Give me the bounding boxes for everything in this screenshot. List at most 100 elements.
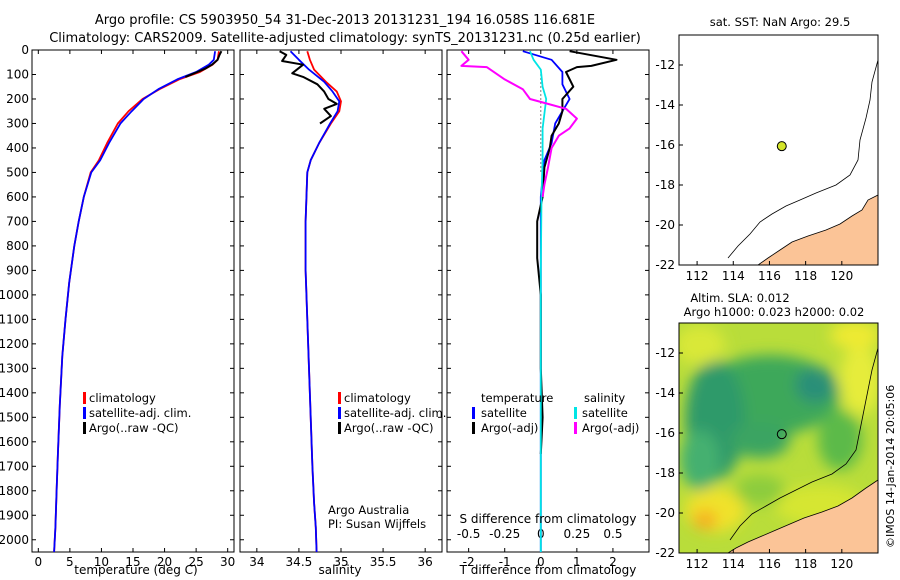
x-tick-label: 36 [418,555,433,569]
sla-map-points [776,429,787,440]
sst-map-land [757,194,878,265]
x-tick-label: 30 [220,555,235,569]
legend-swatch-satellite [83,407,86,419]
y-tick-label: 2000 [0,533,29,547]
y-tick-label: 300 [6,116,29,130]
temperature-xlabel: temperature (deg C) [74,563,197,577]
y-tick-label: 100 [6,67,29,81]
sst-map-ticks: 112 114 116 118 120 -12 -14 -16 -18 -20 -22 [655,58,853,283]
annotation-argo-australia: Argo Australia [328,503,409,517]
x-tick-label: 34.5 [286,555,313,569]
difference-axes-frame [446,49,650,553]
salinity-axes-frame [239,49,443,553]
map-y-tick-label: -14 [655,98,675,112]
legend-title-salinity: salinity [584,391,625,405]
temperature-lines [53,50,223,552]
sla-map-title1: Altim. SLA: 0.012 [690,291,789,305]
map-y-tick-label: -22 [655,546,675,560]
x-tick-label: 25 [188,555,203,569]
y-tick-label: 1200 [0,337,29,351]
legend-swatch-t-argo [472,422,475,434]
map-x-tick-label: 118 [794,557,817,571]
legend-swatch-satellite [338,407,341,419]
map-x-tick-label: 116 [758,557,781,571]
sla-map-frame [678,322,879,554]
y-tick-label: 1100 [0,312,29,326]
legend-swatch-argo [338,422,341,434]
legend-label-s-satellite: satellite [582,406,628,420]
legend-label-argo: Argo(..raw -QC) [89,421,179,435]
map-y-tick-label: -16 [655,426,675,440]
y-tick-label: 1500 [0,410,29,424]
legend-label-t-argo: Argo(-adj) [481,421,538,435]
top-x-tick-label: -0.25 [489,527,520,541]
map-x-tick-label: 112 [686,269,709,283]
y-tick-label: 800 [6,239,29,253]
legend-label-t-satellite: satellite [481,406,527,420]
x-tick-label: 5 [66,555,74,569]
x-tick-label: 2 [609,555,617,569]
sst-map-points [776,141,787,152]
x-tick-label: 20 [157,555,172,569]
y-tick-label: 500 [6,165,29,179]
difference-top-xlabel: S difference from climatology [460,512,637,526]
series-line-s-argo [460,50,578,198]
sst-map-title: sat. SST: NaN Argo: 29.5 [710,15,851,29]
sla-map-isobath [729,347,878,541]
map-y-tick-label: -22 [655,258,675,272]
salinity-xlabel: salinity [318,563,361,577]
sla-map-ticks: 112 114 116 118 120 -12 -14 -16 -18 -20 -22 [655,346,853,571]
legend-swatch-climatology [83,392,86,404]
map-x-tick-label: 116 [758,269,781,283]
x-tick-label: 34 [249,555,264,569]
series-line-argo [185,50,223,78]
map-x-tick-label: 114 [722,269,745,283]
temperature-panel: 0 5 10 15 20 25 300100200300400500600700800900… [0,43,235,577]
x-tick-label: 1 [573,555,581,569]
difference-xlabel: T difference from climatology [459,563,637,577]
y-tick-label: 1300 [0,361,29,375]
salinity-ticks: 34 34.5 35 35.5 36 [240,49,442,569]
y-tick-label: 700 [6,214,29,228]
y-tick-label: 1900 [0,508,29,522]
sla-map-panel: Altim. SLA: 0.012 Argo h1000: 0.023 h200… [655,291,879,571]
y-tick-label: 1700 [0,459,29,473]
legend-label-satellite: satellite-adj. clim. [89,406,191,420]
x-tick-label: 15 [125,555,140,569]
y-tick-label: 1400 [0,386,29,400]
legend-label-satellite: satellite-adj. clim. [344,406,446,420]
y-tick-label: 200 [6,92,29,106]
series-line-satellite [289,50,341,552]
legend-label-s-argo: Argo(-adj) [582,421,639,435]
map-y-tick-label: -14 [655,386,675,400]
x-tick-label: 0 [34,555,42,569]
y-tick-label: 0 [21,43,29,57]
x-tick-label: 35 [333,555,348,569]
y-tick-label: 1600 [0,435,29,449]
y-tick-label: 1000 [0,288,29,302]
map-y-tick-label: -20 [655,218,675,232]
map-y-tick-label: -12 [655,346,675,360]
map-y-tick-label: -18 [655,466,675,480]
legend-swatch-argo [83,422,86,434]
sst-map-isobath [727,59,878,259]
x-tick-label: 35.5 [370,555,397,569]
legend-label-climatology: climatology [344,391,411,405]
top-x-tick-label: -0.5 [457,527,480,541]
legend-swatch-s-satellite [574,407,577,419]
header-line2: Climatology: CARS2009. Satellite-adjuste… [49,31,641,46]
sla-heatmap [679,323,878,553]
map-y-tick-label: -18 [655,178,675,192]
series-line-satellite [53,51,216,552]
x-tick-label: -2 [463,555,475,569]
argo-position-marker [776,429,787,440]
y-tick-label: 600 [6,190,29,204]
temperature-axes-frame [31,49,235,553]
sla-map-title2: Argo h1000: 0.023 h2000: 0.02 [684,305,865,319]
salinity-legend: climatology satellite-adj. clim. Argo(..… [338,391,446,435]
map-y-tick-label: -16 [655,138,675,152]
legend-swatch-climatology [338,392,341,404]
map-x-tick-label: 120 [830,269,853,283]
y-tick-label: 400 [6,141,29,155]
